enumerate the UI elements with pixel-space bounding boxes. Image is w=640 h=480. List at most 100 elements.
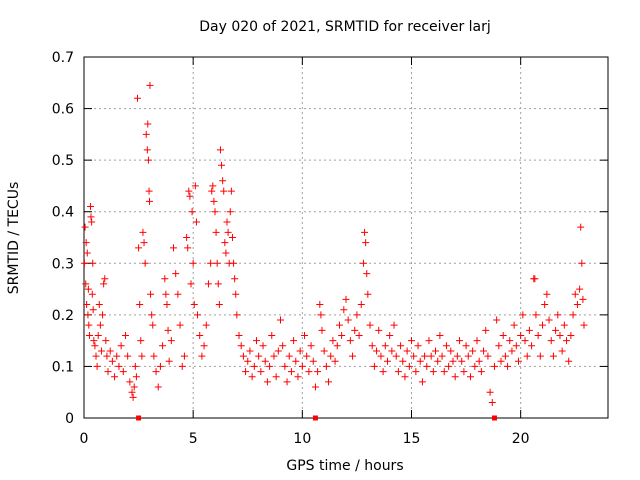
y-tick-label: 0.4 <box>52 205 74 221</box>
data-point <box>480 347 488 355</box>
data-point <box>460 368 468 376</box>
data-point <box>129 393 137 401</box>
data-point <box>272 373 280 381</box>
data-point <box>390 321 398 329</box>
data-point <box>143 146 151 154</box>
data-point <box>410 352 418 360</box>
data-point <box>154 383 162 391</box>
data-point <box>440 368 448 376</box>
data-point <box>340 306 348 314</box>
data-point <box>317 311 325 319</box>
data-point <box>381 342 389 350</box>
data-point <box>355 331 363 339</box>
data-point <box>84 311 92 319</box>
data-point <box>512 342 520 350</box>
data-point <box>473 337 481 345</box>
data-point <box>484 352 492 360</box>
data-point <box>469 347 477 355</box>
data-point <box>486 388 494 396</box>
data-point <box>366 321 374 329</box>
data-point <box>357 301 365 309</box>
data-point <box>451 373 459 381</box>
plot-frame <box>83 56 609 419</box>
data-point <box>477 368 485 376</box>
data-point <box>394 368 402 376</box>
data-point <box>560 321 568 329</box>
data-point <box>239 352 247 360</box>
data-point <box>219 177 227 185</box>
data-point <box>534 331 542 339</box>
data-point <box>90 337 98 345</box>
data-point <box>316 301 324 309</box>
data-point <box>370 362 378 370</box>
data-point <box>220 187 228 195</box>
data-point <box>178 362 186 370</box>
data-point <box>314 368 322 376</box>
data-point <box>100 280 108 288</box>
data-point <box>227 187 235 195</box>
data-point <box>361 228 369 236</box>
data-point <box>528 342 536 350</box>
data-point <box>342 295 350 303</box>
data-point <box>101 275 109 283</box>
x-axis-label: GPS time / hours <box>286 458 403 474</box>
data-point <box>128 388 136 396</box>
data-point <box>221 239 229 247</box>
data-point <box>519 311 527 319</box>
data-point <box>309 357 317 365</box>
data-point <box>579 295 587 303</box>
data-point <box>94 331 102 339</box>
data-point <box>89 306 97 314</box>
data-point <box>434 357 442 365</box>
data-point <box>259 342 267 350</box>
data-point <box>81 223 89 231</box>
y-tick-label: 0.2 <box>52 308 74 324</box>
data-point <box>147 290 155 298</box>
data-point <box>320 347 328 355</box>
data-point <box>159 342 167 350</box>
data-point <box>307 342 315 350</box>
data-point <box>508 347 516 355</box>
data-point <box>362 239 370 247</box>
data-point <box>521 337 529 345</box>
data-point <box>279 342 287 350</box>
data-point <box>202 321 210 329</box>
data-point <box>322 362 330 370</box>
data-point <box>517 331 525 339</box>
data-point <box>453 352 461 360</box>
data-point <box>176 321 184 329</box>
data-point <box>567 331 575 339</box>
data-point <box>432 347 440 355</box>
data-point <box>558 347 566 355</box>
data-point <box>222 249 230 257</box>
data-point <box>549 352 557 360</box>
data-point <box>218 161 226 169</box>
data-point <box>126 378 134 386</box>
data-point <box>172 270 180 278</box>
axis-marker <box>491 415 497 421</box>
data-point <box>164 326 172 334</box>
data-point <box>285 352 293 360</box>
data-point <box>539 321 546 329</box>
y-tick-label: 0.6 <box>52 102 74 118</box>
data-point <box>161 275 169 283</box>
x-tick-label: 20 <box>512 431 530 447</box>
data-point <box>111 373 119 381</box>
data-point <box>187 280 195 288</box>
data-point <box>412 368 420 376</box>
data-point <box>418 378 426 386</box>
data-point <box>383 357 391 365</box>
data-point <box>255 352 263 360</box>
data-point <box>510 321 518 329</box>
data-point <box>436 331 444 339</box>
data-point <box>235 331 243 339</box>
data-point <box>287 368 295 376</box>
data-point <box>327 352 335 360</box>
data-point <box>298 362 306 370</box>
data-point <box>501 352 509 360</box>
data-point <box>499 331 507 339</box>
y-tick-label: 0.1 <box>52 359 74 375</box>
data-point <box>186 192 194 200</box>
data-point <box>541 301 549 309</box>
